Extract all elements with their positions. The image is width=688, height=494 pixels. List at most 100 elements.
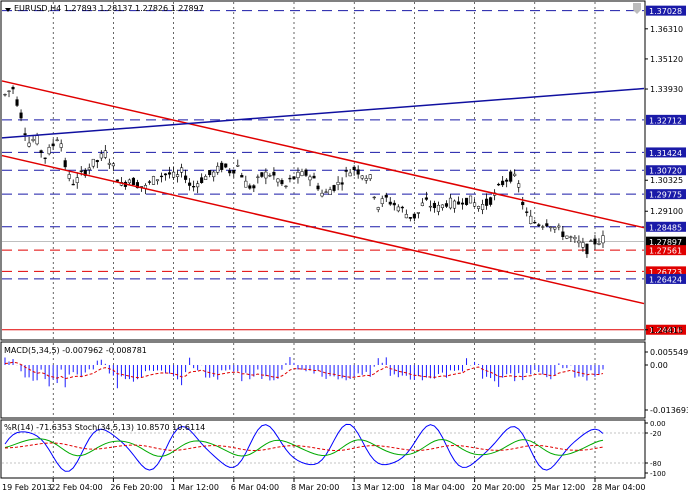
trend-lines[interactable] xyxy=(1,80,645,305)
candle-body xyxy=(444,203,449,207)
candle-body xyxy=(264,171,268,179)
candle-body xyxy=(232,169,236,174)
osc-tick-label: -80 xyxy=(650,460,661,468)
price-badge xyxy=(646,165,686,176)
price-badge xyxy=(646,5,686,16)
candle-body xyxy=(452,200,457,209)
vertical-grid xyxy=(52,2,596,477)
time-label: 25 Mar 12:00 xyxy=(532,483,585,492)
time-label: 28 Mar 04:00 xyxy=(592,483,645,492)
candle-body xyxy=(360,175,364,179)
candle-body xyxy=(95,160,99,163)
candle-body xyxy=(3,93,7,96)
candle-body xyxy=(320,192,324,197)
candle-body xyxy=(308,176,312,181)
oscillator-indicator xyxy=(2,423,644,472)
candle-body xyxy=(593,238,597,245)
osc-tick-label: 0.00 xyxy=(650,420,666,428)
candle-body xyxy=(537,224,541,226)
candle-body xyxy=(91,158,95,167)
candle-body xyxy=(468,195,473,204)
time-label: 18 Mar 04:00 xyxy=(411,483,464,492)
candle-body xyxy=(456,201,461,205)
candle-body xyxy=(368,174,372,180)
candle-body xyxy=(336,181,340,185)
candle-body xyxy=(460,202,465,205)
candle-body xyxy=(585,243,589,255)
candle-body xyxy=(284,185,288,188)
stoch-signal-line xyxy=(4,442,604,452)
price-badge xyxy=(646,221,686,232)
stoch-main-line xyxy=(4,438,604,457)
chevron-down-icon[interactable] xyxy=(5,8,11,12)
chart-title: EURUSD,H4 1.27893 1.28137 1.27826 1.2789… xyxy=(14,4,204,13)
candle-body xyxy=(240,175,244,178)
macd-tick-label: -0.013693 xyxy=(650,406,688,415)
price-tick-label: 1.30325 xyxy=(650,176,683,185)
upper-channel xyxy=(1,80,645,229)
chart-shift-icon[interactable] xyxy=(633,3,641,14)
candle-body xyxy=(180,167,184,173)
time-label: 1 Mar 12:00 xyxy=(171,483,219,492)
candle-body xyxy=(573,236,577,240)
candle-body xyxy=(99,153,103,159)
candle-body xyxy=(477,206,481,209)
osc-tick-label: -100 xyxy=(650,470,666,478)
macd-tick-label: 0.005549 xyxy=(650,348,688,357)
candle-body xyxy=(59,143,63,148)
price-badge-label: 1.24416 xyxy=(649,326,682,335)
candle-body xyxy=(352,166,356,170)
price-badge-label: 1.30720 xyxy=(649,167,682,176)
candle-body xyxy=(151,176,156,185)
candle-body xyxy=(340,182,344,185)
price-badge-label: 1.32712 xyxy=(649,116,682,125)
candle-body xyxy=(159,175,164,178)
candle-body xyxy=(111,163,115,167)
candle-body xyxy=(448,197,453,209)
macd-signal-line xyxy=(4,361,604,380)
candle-body xyxy=(167,172,172,175)
candle-body xyxy=(533,221,537,224)
candle-body xyxy=(529,215,533,224)
candle-body xyxy=(212,171,216,178)
candle-body xyxy=(236,165,240,167)
candle-body xyxy=(19,112,23,119)
candle-body xyxy=(131,177,135,185)
price-badge-label: 1.28485 xyxy=(649,223,682,232)
candle-body xyxy=(332,185,336,191)
candle-body xyxy=(549,226,553,229)
candle-body xyxy=(63,160,67,168)
wpr-line xyxy=(4,423,604,472)
candle-body xyxy=(541,226,545,228)
candle-body xyxy=(312,175,316,179)
candle-body xyxy=(292,176,296,180)
macd-indicator xyxy=(4,357,604,389)
candle-body xyxy=(569,236,573,238)
candle-body xyxy=(513,173,517,176)
price-badge-label: 1.26723 xyxy=(649,268,682,277)
candle-body xyxy=(473,202,477,207)
candle-body xyxy=(545,223,549,227)
candle-body xyxy=(581,242,585,248)
price-badge xyxy=(646,189,686,200)
candle-body xyxy=(228,170,232,174)
candle-body xyxy=(328,189,332,195)
price-tick-label: 1.29100 xyxy=(650,207,683,216)
price-badge xyxy=(646,324,686,335)
price-badge xyxy=(646,236,686,247)
candle-body xyxy=(517,183,521,188)
candle-body xyxy=(127,179,131,184)
candle-body xyxy=(388,201,392,205)
macd-panel-frame xyxy=(0,341,646,419)
candle-body xyxy=(43,157,47,159)
candle-body xyxy=(505,179,509,182)
candle-body xyxy=(601,235,605,244)
price-badge xyxy=(646,245,686,256)
candle-body xyxy=(557,225,561,228)
price-badge-label: 1.26424 xyxy=(649,275,682,284)
candle-body xyxy=(485,198,489,206)
candle-body xyxy=(15,99,19,106)
candle-body xyxy=(348,172,352,177)
time-label: 22 Feb 04:00 xyxy=(50,483,102,492)
